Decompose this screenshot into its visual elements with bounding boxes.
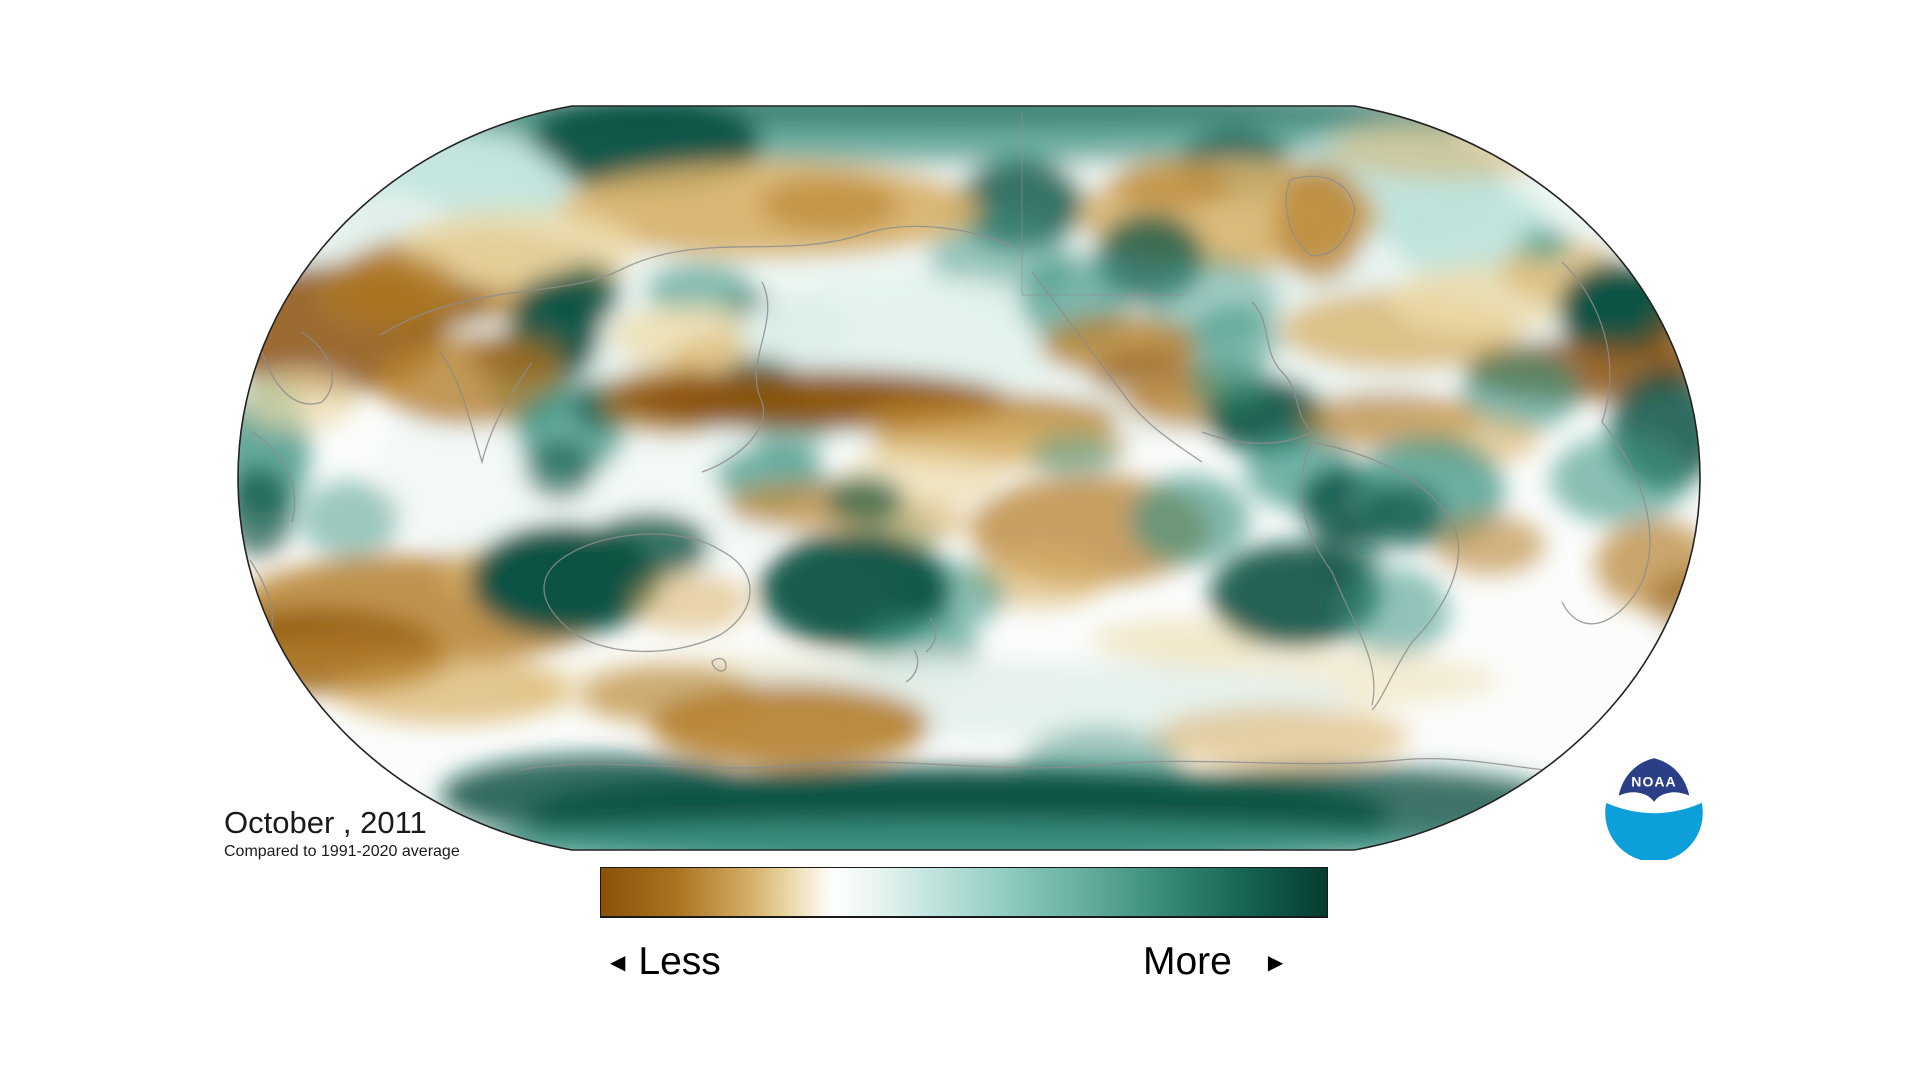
anomaly-blob <box>238 467 293 557</box>
anomaly-blob <box>1110 160 1230 210</box>
noaa-logo-seagull-icon <box>1612 792 1696 811</box>
anomaly-blob <box>525 440 595 500</box>
map-clip-group <box>238 106 1700 850</box>
less-label: Less <box>638 939 721 983</box>
anomaly-blob <box>320 250 460 330</box>
anomaly-blob <box>1030 433 1120 477</box>
coast-africa-west <box>1561 261 1651 625</box>
anomaly-blob <box>550 265 620 325</box>
anomaly-blob <box>1519 226 1571 262</box>
anomaly-blob <box>450 820 1450 850</box>
anomaly-blob <box>1460 352 1580 432</box>
anomaly-blob <box>1130 475 1250 565</box>
baseline-label: Compared to 1991-2020 average <box>224 843 460 860</box>
anomaly-blob-layer <box>238 106 1700 850</box>
title-block: October , 2011 Compared to 1991-2020 ave… <box>224 806 460 861</box>
more-label: More <box>1143 939 1232 983</box>
anomaly-blob <box>1188 354 1268 410</box>
noaa-logo: NOAA <box>1605 757 1703 860</box>
anomaly-blob <box>1090 618 1270 662</box>
anomaly-blob <box>1367 483 1443 547</box>
anomaly-blob <box>300 480 400 560</box>
coast-gulf-caribbean <box>1201 431 1313 444</box>
coast-antarctica <box>519 758 1546 771</box>
anomaly-blob <box>580 665 760 725</box>
coast-india <box>439 351 533 465</box>
anomaly-blob <box>1550 435 1690 525</box>
coast-tasmania <box>711 657 727 672</box>
coast-south-america <box>1301 441 1460 711</box>
coast-greenland <box>1285 175 1356 257</box>
anomaly-blob <box>470 330 570 380</box>
anomaly-blob <box>1340 567 1450 657</box>
coast-north-america-east <box>1251 301 1313 433</box>
noaa-logo-text: NOAA <box>1631 773 1676 789</box>
anomaly-blob <box>760 177 900 233</box>
coast-eurasia-north <box>379 225 1013 336</box>
anomaly-blob <box>740 275 1080 395</box>
coastlines-layer <box>249 112 1651 771</box>
anomaly-blob <box>1210 543 1380 647</box>
map-date-label: October , 2011 <box>224 805 427 840</box>
coast-north-america-west <box>1031 271 1203 463</box>
color-scale-bar <box>600 867 1328 918</box>
coast-australia <box>543 533 751 653</box>
anomaly-blob <box>1435 515 1545 575</box>
noaa-logo-sea <box>1605 802 1703 860</box>
anomaly-blob <box>970 548 1110 608</box>
more-arrow-icon: ▶ <box>1267 952 1284 974</box>
legend-less-group: ◀ Less <box>610 938 721 985</box>
less-arrow-icon: ◀ <box>610 952 626 974</box>
anomaly-blob <box>1650 572 1700 632</box>
anomaly-blob <box>630 572 750 632</box>
anomaly-blob <box>240 370 360 430</box>
anomaly-blob <box>1645 310 1700 380</box>
noaa-logo-fan <box>1618 758 1690 804</box>
anomaly-blob <box>1330 120 1570 180</box>
anomaly-blob <box>825 475 905 525</box>
anomaly-blob <box>250 630 450 690</box>
anomaly-blob <box>1275 162 1365 282</box>
anomaly-blob <box>1150 707 1410 767</box>
projection-outline <box>237 105 1701 851</box>
coast-new-zealand <box>905 617 937 683</box>
anomaly-blob <box>440 755 760 835</box>
coast-east-asia <box>701 281 769 473</box>
legend-more-group: More ▶ <box>1143 938 1283 985</box>
anomaly-blob <box>590 513 710 577</box>
coast-arabia <box>261 331 333 405</box>
